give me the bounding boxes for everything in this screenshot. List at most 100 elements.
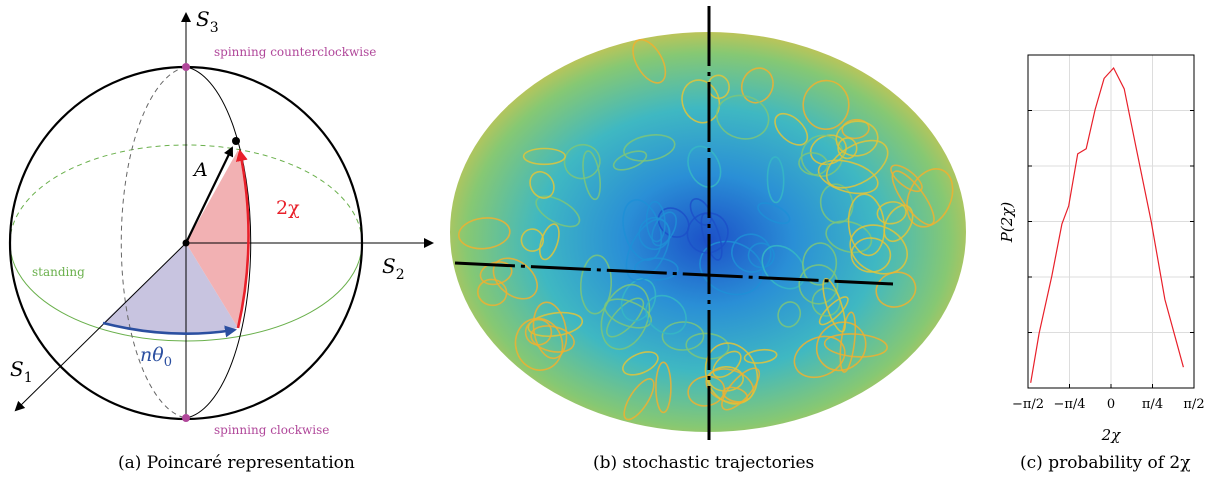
theta-angle-label: nθ0 [140, 344, 172, 370]
s1-axis-label: S1 [10, 357, 33, 386]
theta-sector [103, 243, 238, 333]
trajectory-loop [657, 207, 690, 238]
pole-bottom-label: spinning clockwise [214, 423, 329, 437]
trajectory-loop [839, 311, 857, 373]
trajectory-loop [793, 335, 846, 379]
trajectory-loop [715, 94, 770, 140]
trajectory-loop [529, 170, 555, 199]
c-x-tick-label: π/4 [1142, 397, 1163, 412]
panel-c-probability-chart: −π/2 −π/4 0 π/4 π/2 P(2χ) 2χ [998, 54, 1205, 444]
vector-a [185, 146, 234, 244]
trajectory-loop [477, 278, 508, 307]
trajectory-loop [802, 242, 838, 286]
s2-axis-label: S2 [382, 254, 405, 283]
c-x-tick-label: 0 [1107, 397, 1115, 412]
trajectory-loop [514, 317, 564, 371]
trajectory-loop [817, 159, 879, 195]
origin-dot [182, 239, 190, 247]
trajectory-cloud [450, 32, 966, 432]
trajectory-loop [604, 298, 652, 329]
trajectory-loop [645, 200, 666, 243]
c-x-axis-label: 2χ [1101, 426, 1122, 444]
south-pole-dot [182, 414, 190, 422]
trajectory-loop [530, 325, 575, 353]
trajectory-loop [612, 150, 648, 171]
trajectory-loop [849, 224, 908, 275]
trajectory-loop [837, 137, 858, 160]
trajectory-loop [457, 217, 511, 250]
caption-a: (a) Poincaré representation [118, 453, 355, 473]
trajectory-loop [841, 118, 870, 140]
meridian-back [120, 66, 187, 419]
c-x-tick-label: π/2 [1183, 397, 1204, 412]
pole-top-label: spinning counterclockwise [214, 45, 376, 59]
trajectory-loop [721, 367, 761, 411]
probability-line [1030, 66, 1184, 383]
trajectory-loop [622, 351, 659, 376]
trajectory-loop [535, 195, 581, 228]
trajectory-loop [623, 134, 676, 162]
panel-b-trajectories [450, 6, 966, 440]
c-x-tick-label: −π/4 [1053, 397, 1085, 412]
chi-angle-label: 2χ [276, 197, 300, 219]
c-x-tick-label: −π/2 [1012, 397, 1044, 412]
trajectory-loop [620, 278, 657, 322]
trajectory-loop [891, 170, 935, 226]
trajectory-loop [825, 220, 873, 254]
trajectory-loop [825, 139, 889, 189]
trajectory-loop [579, 254, 613, 315]
trajectory-loop [731, 233, 772, 273]
trajectory-loop [822, 277, 846, 333]
trajectory-loop [743, 348, 778, 364]
trajectory-loop [818, 296, 849, 326]
trajectory-loop [835, 120, 879, 157]
caption-c: (c) probability of 2χ [1020, 453, 1191, 473]
trajectory-loop [740, 67, 774, 104]
trajectory-loop [632, 38, 667, 84]
caption-b: (b) stochastic trajectories [593, 453, 815, 473]
b-horizontal-axis [454, 261, 894, 286]
trajectory-loop [777, 301, 802, 328]
trajectory-loop [600, 284, 651, 350]
trajectory-loop [539, 223, 560, 261]
trajectory-loop [687, 145, 722, 188]
trajectory-loop [699, 240, 764, 296]
north-pole-dot [182, 63, 190, 71]
chi-arc [235, 149, 250, 329]
trajectory-loop [802, 79, 850, 130]
trajectory-loop [524, 318, 553, 346]
trajectory-loop [815, 321, 867, 372]
vector-a-tip [232, 137, 240, 145]
trajectory-loop [606, 297, 645, 338]
trajectory-loop [757, 202, 791, 225]
trajectory-loop [686, 212, 729, 254]
trajectory-loop [634, 257, 679, 281]
trajectory-loop [704, 342, 759, 405]
trajectory-loop [823, 333, 888, 358]
trajectory-loop [661, 321, 705, 351]
trajectory-loop [875, 271, 917, 308]
c-y-axis-label: P(2χ) [998, 202, 1016, 244]
trajectory-loop [747, 242, 775, 269]
s3-axis-label: S3 [196, 7, 219, 36]
trajectory-loop [492, 257, 538, 300]
trajectory-loop [651, 211, 677, 247]
panel-a-poincare-sphere: S3 S2 S1 spinning counterclockwise spinn… [8, 7, 434, 437]
trajectory-loop [645, 294, 687, 335]
trajectory-loop [774, 112, 809, 146]
trajectory-loop [527, 311, 584, 338]
trajectory-loop [819, 183, 854, 224]
chi-sector [186, 150, 248, 328]
theta-arc [102, 321, 237, 338]
trajectory-loop [563, 143, 601, 180]
s1-axis [14, 242, 187, 412]
trajectory-loop [623, 378, 655, 421]
trajectory-loop [532, 301, 568, 360]
trajectory-loop [582, 150, 601, 201]
trajectory-loop [625, 218, 671, 282]
trajectory-loop [522, 147, 567, 166]
trajectory-loop [479, 261, 513, 286]
trajectory-loop [876, 201, 907, 225]
trajectory-loop [655, 361, 672, 414]
